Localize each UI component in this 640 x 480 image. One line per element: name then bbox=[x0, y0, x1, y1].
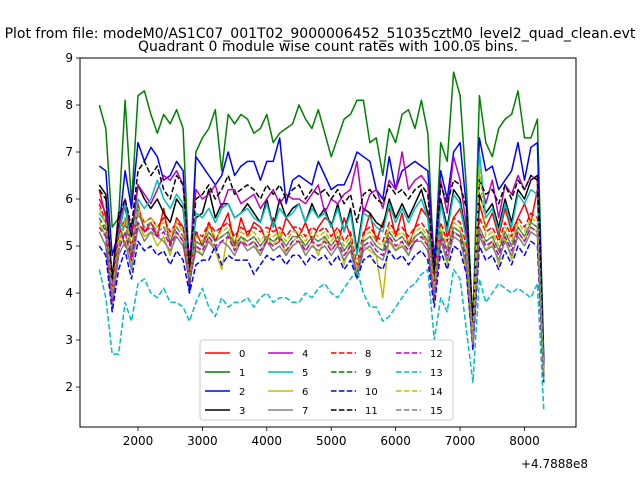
y-tick-label: 9 bbox=[65, 51, 73, 65]
x-tick-label: 8000 bbox=[509, 434, 540, 448]
series-line-10 bbox=[98, 240, 545, 383]
series-line-11 bbox=[98, 160, 545, 369]
legend-label-8: 8 bbox=[365, 349, 371, 360]
y-tick-label: 5 bbox=[65, 239, 73, 253]
series-line-15 bbox=[98, 212, 545, 378]
legend-label-7: 7 bbox=[302, 406, 308, 417]
axes-frame bbox=[79, 57, 577, 428]
y-tick-label: 6 bbox=[65, 192, 73, 206]
legend-label-9: 9 bbox=[365, 368, 371, 379]
y-tick-label: 2 bbox=[65, 380, 73, 394]
x-tick-label: 3000 bbox=[187, 434, 218, 448]
x-tick-label: 2000 bbox=[123, 434, 154, 448]
axis-ticks: 2000 3000 4000 5000 6000 7000 8000 2 3 4 5 6 7 8 9 bbox=[65, 51, 539, 448]
x-tick-label: 7000 bbox=[445, 434, 476, 448]
x-tick-label: 4000 bbox=[252, 434, 283, 448]
legend-label-2: 2 bbox=[239, 387, 245, 398]
y-tick-label: 4 bbox=[65, 286, 73, 300]
y-tick-label: 7 bbox=[65, 145, 73, 159]
series-line-13 bbox=[98, 268, 545, 411]
chart-title: Quadrant 0 module wise count rates with … bbox=[138, 39, 518, 55]
legend-label-12: 12 bbox=[430, 349, 443, 360]
x-tick-label: 5000 bbox=[316, 434, 347, 448]
legend-label-5: 5 bbox=[302, 368, 308, 379]
legend-label-1: 1 bbox=[239, 368, 245, 379]
x-offset-label: +4.7888e8 bbox=[521, 457, 588, 471]
y-tick-label: 3 bbox=[65, 333, 73, 347]
figure-suptitle: Plot from file: modeM0/AS1C07_001T02_900… bbox=[5, 26, 636, 42]
legend-label-10: 10 bbox=[365, 387, 378, 398]
legend-label-14: 14 bbox=[430, 387, 443, 398]
legend-label-13: 13 bbox=[430, 368, 443, 379]
y-tick-label: 8 bbox=[65, 98, 73, 112]
legend-label-3: 3 bbox=[239, 406, 245, 417]
legend-frame bbox=[199, 339, 454, 421]
legend-label-15: 15 bbox=[430, 406, 443, 417]
legend-label-11: 11 bbox=[365, 406, 378, 417]
series-line-14 bbox=[98, 165, 545, 373]
legend-label-4: 4 bbox=[302, 349, 308, 360]
x-tick-label: 6000 bbox=[380, 434, 411, 448]
legend-label-6: 6 bbox=[302, 387, 308, 398]
legend-label-0: 0 bbox=[239, 349, 245, 360]
plot-area bbox=[98, 71, 545, 411]
